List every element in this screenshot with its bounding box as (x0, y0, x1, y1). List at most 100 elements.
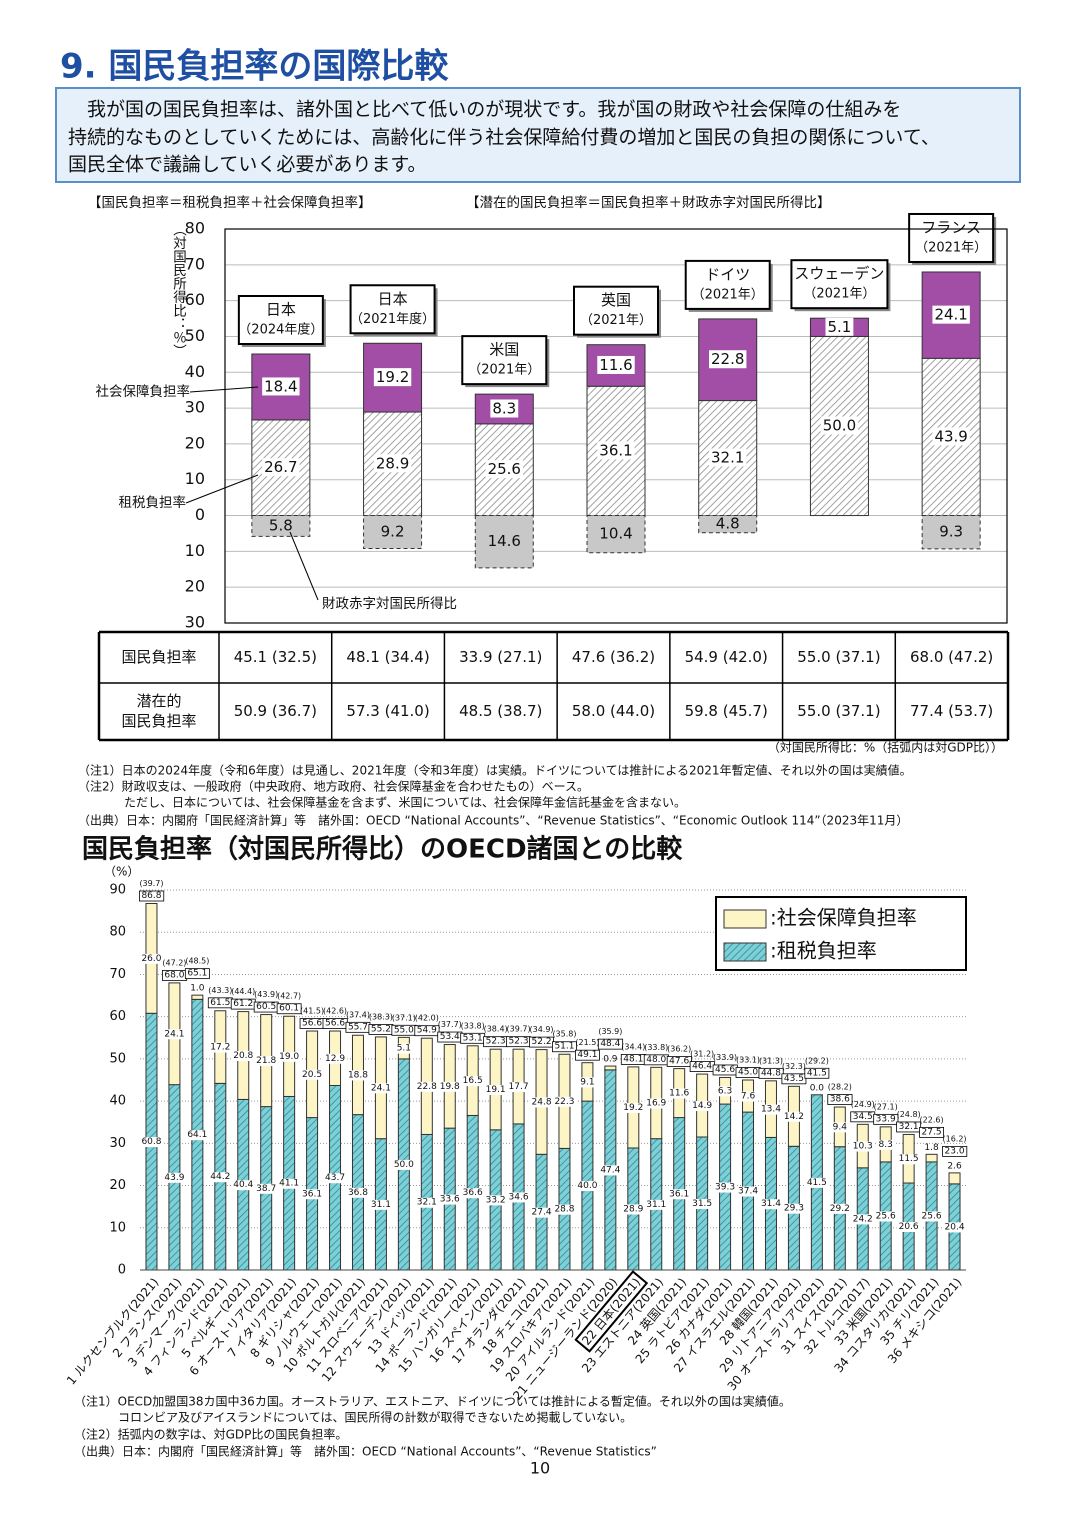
label-bg (575, 1181, 600, 1192)
y-tick-label: 40 (109, 1094, 126, 1109)
formula: 【潜在的国民負担率＝国民負担率＋財政赤字対国民所得比】 (466, 194, 831, 211)
annotation: 財政赤字対国民所得比 (322, 595, 457, 612)
value-label: 56.6 (302, 1019, 322, 1029)
gdp-ratio-label: (21.5) (575, 1038, 599, 1047)
legend-label: :社会保障負担率 (770, 906, 917, 930)
legend-swatch (723, 942, 767, 962)
bar-segment (363, 515, 423, 549)
value-label: 34.5 (853, 1112, 873, 1122)
note: ただし、日本については、社会保障基金を含まず、米国については、社会保障年金信託基… (124, 795, 686, 810)
label-bg (300, 1189, 325, 1200)
category-label: 日本 (378, 290, 408, 308)
value-label: 40.0 (577, 1181, 597, 1191)
label-bg (715, 1086, 735, 1097)
table: 国民負担率 45.1 (32.5) 48.1 (34.4) 33.9 (27.1) 47… (97, 630, 1010, 742)
value-label: 49.1 (577, 1050, 597, 1060)
label-bg (709, 350, 747, 369)
intro-line: 国民全体で議論していく必要があります。 (68, 154, 427, 176)
value-label: 21.8 (256, 1056, 276, 1066)
value-label: 18.8 (348, 1070, 368, 1080)
value-label: 1.0 (190, 984, 205, 994)
value-label: 2.6 (947, 1161, 962, 1171)
label-bg (804, 1177, 829, 1188)
intro-line: 持続的なものとしていくためには、高齢化に伴う社会保障給付費の増加と国民の負担の関… (68, 127, 940, 149)
value-label: 31.1 (371, 1200, 391, 1210)
value-label: 22.8 (711, 350, 744, 368)
bar-segment (474, 515, 534, 569)
label-bg (483, 1195, 508, 1206)
y-tick-label: 70 (109, 967, 126, 982)
label-bg (506, 1082, 531, 1093)
cell: 68.0 (47.2) (910, 648, 993, 666)
note: （出典）日本：内閣府「国民経済計算」等 諸外国：OECD “National A… (78, 813, 908, 828)
legend-swatch (723, 909, 767, 929)
y-tick-label: 80 (109, 925, 126, 940)
value-label: 14.6 (488, 532, 521, 550)
label-bg (300, 1069, 325, 1080)
category-year: （2021年度） (350, 311, 435, 327)
bar-segment (251, 353, 311, 421)
value-label: 9.2 (381, 523, 405, 541)
page-title: 9. 国民負担率の国際比較 (60, 47, 449, 87)
y-tick-label: 60 (185, 290, 205, 309)
label-bg (574, 1049, 600, 1061)
label-bg (932, 305, 970, 324)
value-label: 23.0 (945, 1146, 965, 1156)
value-label: 8.3 (879, 1140, 893, 1150)
category-label: 日本 (266, 301, 296, 319)
annotation: 社会保障負担率 (96, 383, 191, 400)
gdp-ratio-label: (27.1) (874, 1102, 898, 1111)
value-label: 47.6 (669, 1057, 689, 1067)
label-bg (758, 1067, 784, 1079)
value-label: 53.1 (463, 1033, 483, 1043)
cell: 33.9 (27.1) (459, 648, 542, 666)
label-bg (460, 1188, 485, 1199)
chart-title: 国民負担率（対国民所得比）のOECD諸国との比較 (82, 834, 683, 865)
label-bg (373, 368, 412, 387)
label-bg (830, 1122, 850, 1133)
gdp-ratio-label: (24.9) (851, 1100, 875, 1109)
bar-segment (921, 515, 981, 550)
value-label: 48.0 (646, 1055, 666, 1065)
label-bg (483, 1085, 508, 1095)
value-label: 86.8 (141, 891, 161, 901)
value-label: 25.6 (488, 460, 521, 478)
value-label: 9.3 (939, 523, 963, 541)
value-label: 52.3 (486, 1037, 506, 1047)
value-label: 32.1 (417, 1198, 437, 1208)
value-label: 34.6 (509, 1192, 529, 1202)
label-bg (184, 968, 210, 980)
y-tick-label: 60 (109, 1009, 126, 1024)
y-tick-label: 20 (185, 433, 205, 452)
label-bg (597, 355, 635, 374)
label-bg (529, 1207, 554, 1218)
label-bg (231, 1051, 256, 1062)
label-bg (139, 953, 164, 964)
label-bg (162, 1029, 187, 1040)
value-label: 0.0 (810, 1083, 825, 1093)
value-label: 4.8 (716, 515, 740, 533)
value-label: 11.6 (669, 1089, 689, 1099)
value-label: 45.6 (715, 1065, 735, 1075)
value-label: 27.5 (922, 1127, 942, 1137)
value-label: 31.5 (692, 1199, 712, 1209)
label-bg (667, 1088, 692, 1099)
label-bg (254, 1183, 279, 1194)
value-label: 24.1 (164, 1029, 184, 1039)
gdp-ratio-label: (43.9) (254, 990, 278, 999)
label-bg (942, 1222, 967, 1233)
value-label: 36.1 (669, 1189, 689, 1199)
gdp-ratio-label: (33.8) (461, 1021, 485, 1030)
note: （出典）日本：内閣府「国民経済計算」等 諸外国：OECD “National A… (74, 1444, 657, 1459)
value-label: 20.5 (302, 1070, 322, 1080)
value-label: 43.9 (934, 427, 967, 445)
category-year: （2024年度） (238, 322, 323, 338)
gdp-ratio-label: (34.9) (529, 1025, 553, 1034)
label-bg (644, 1199, 669, 1210)
label-bg (758, 1104, 784, 1115)
label-bg (254, 1056, 279, 1067)
value-label: 38.6 (830, 1095, 850, 1105)
cell: 77.4 (53.7) (910, 702, 993, 720)
label-bg (896, 1222, 921, 1233)
